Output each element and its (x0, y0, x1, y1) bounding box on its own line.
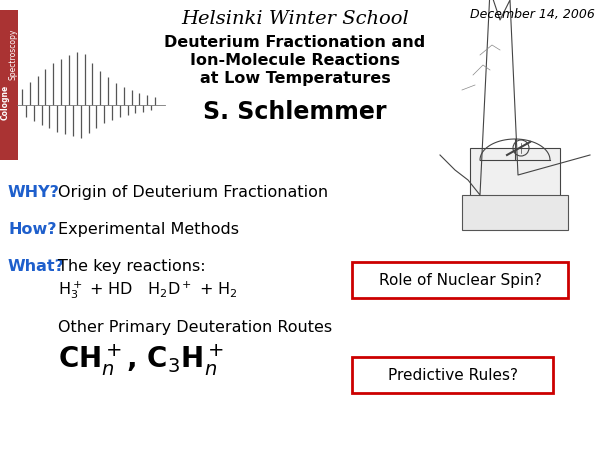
Text: Spectroscopy: Spectroscopy (8, 29, 17, 80)
FancyBboxPatch shape (470, 148, 560, 200)
FancyBboxPatch shape (352, 357, 553, 393)
Text: Ion-Molecule Reactions: Ion-Molecule Reactions (190, 53, 400, 68)
Text: The key reactions:: The key reactions: (58, 259, 206, 274)
Text: at Low Temperatures: at Low Temperatures (200, 71, 391, 86)
Text: S. Schlemmer: S. Schlemmer (203, 100, 387, 124)
Text: Experimental Methods: Experimental Methods (58, 222, 239, 237)
Text: Deuterium Fractionation and: Deuterium Fractionation and (164, 35, 425, 50)
Bar (0, 10, 18, 160)
Text: Other Primary Deuteration Routes: Other Primary Deuteration Routes (58, 320, 332, 335)
Text: Origin of Deuterium Fractionation: Origin of Deuterium Fractionation (58, 185, 328, 200)
Text: H$_3^+$ + HD   H$_2$D$^+$ + H$_2$: H$_3^+$ + HD H$_2$D$^+$ + H$_2$ (58, 279, 238, 301)
Text: WHY?: WHY? (8, 185, 60, 200)
Text: Helsinki Winter School: Helsinki Winter School (181, 10, 409, 28)
Text: Cologne: Cologne (1, 85, 10, 120)
Text: CH$_n^+$, C$_3$H$_n^+$: CH$_n^+$, C$_3$H$_n^+$ (58, 342, 224, 378)
FancyBboxPatch shape (462, 195, 568, 230)
Text: Role of Nuclear Spin?: Role of Nuclear Spin? (379, 273, 541, 288)
Text: What?: What? (8, 259, 65, 274)
FancyBboxPatch shape (352, 262, 568, 298)
Text: Predictive Rules?: Predictive Rules? (388, 368, 517, 382)
Text: December 14, 2006: December 14, 2006 (470, 8, 595, 21)
Text: How?: How? (8, 222, 56, 237)
